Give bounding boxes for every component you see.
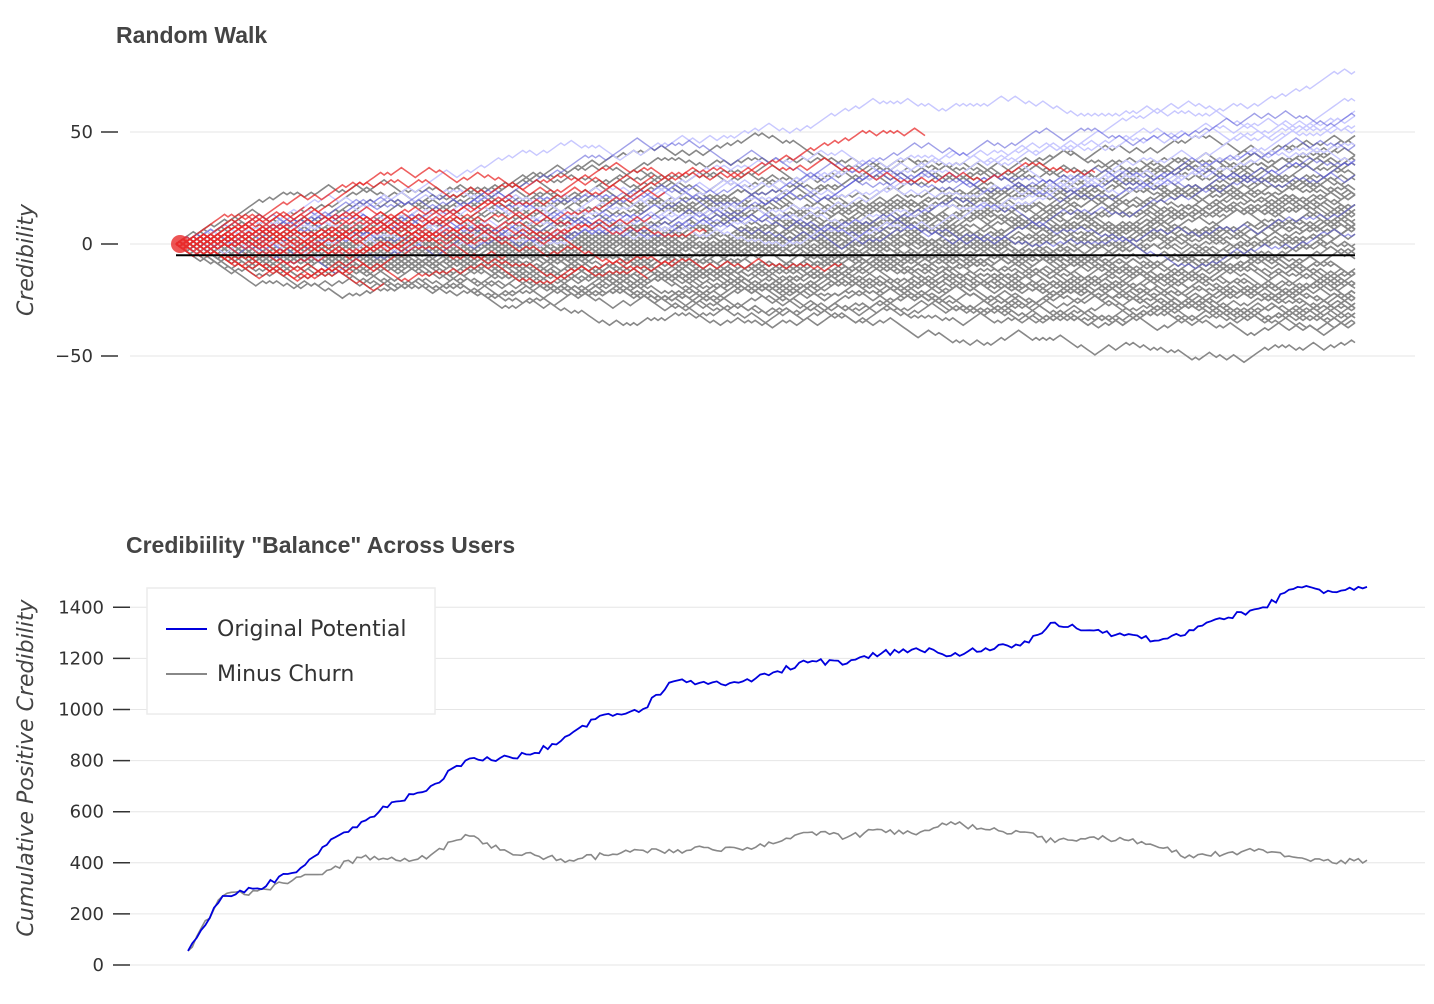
walk-line-gray bbox=[175, 243, 1356, 337]
walk-line-red bbox=[175, 243, 385, 292]
walk-line-red bbox=[175, 156, 1096, 248]
walk-line-gray bbox=[175, 193, 1356, 253]
bottom-tick-label: 1000 bbox=[58, 700, 104, 721]
walk-line-gray bbox=[175, 235, 1356, 297]
random-walk-chart: 50 0 −50 Random Walk Credibility bbox=[14, 22, 1415, 367]
bottom-chart-title: Credibiility "Balance" Across Users bbox=[126, 532, 515, 558]
top-y-axis-label: Credibility bbox=[14, 203, 39, 316]
walk-line-gray bbox=[175, 223, 1356, 282]
walk-line-blue bbox=[175, 156, 1356, 255]
walk-line-gray bbox=[175, 240, 1356, 297]
bottom-tick-label: 400 bbox=[70, 853, 104, 874]
legend-label-original-potential: Original Potential bbox=[217, 617, 406, 642]
bottom-series-lines bbox=[187, 585, 1368, 952]
walk-line-gray bbox=[175, 215, 1356, 300]
walk-line-gray bbox=[175, 201, 1356, 275]
legend-label-minus-churn: Minus Churn bbox=[217, 662, 354, 687]
bottom-tick-label: 200 bbox=[70, 904, 104, 925]
bottom-y-ticks: 1400 1200 1000 800 600 400 200 0 bbox=[58, 597, 130, 976]
bottom-tick-label: 800 bbox=[70, 751, 104, 772]
walk-line-red bbox=[175, 201, 572, 258]
bottom-tick-label: 600 bbox=[70, 802, 104, 823]
walk-line-gray bbox=[175, 243, 1356, 332]
balance-chart: 1400 1200 1000 800 600 400 200 0 Credibiility "… bbox=[14, 532, 1425, 976]
walk-line-blue bbox=[175, 110, 1356, 248]
walk-line-red bbox=[175, 240, 354, 282]
top-y-ticks: 50 0 −50 bbox=[55, 122, 118, 367]
walk-line-red bbox=[175, 193, 513, 245]
top-tick-label: −50 bbox=[55, 346, 93, 367]
bottom-y-axis-label: Cumulative Positive Credibility bbox=[14, 598, 39, 936]
bottom-tick-label: 0 bbox=[93, 955, 104, 976]
walk-line-faint-blue bbox=[175, 110, 1356, 260]
series-line-original-potential bbox=[187, 585, 1368, 952]
walk-line-faint-blue bbox=[175, 97, 1356, 245]
bottom-tick-label: 1400 bbox=[58, 597, 104, 618]
walk-line-red bbox=[175, 235, 506, 280]
top-walk-lines bbox=[171, 68, 1356, 364]
walk-line-gray bbox=[175, 146, 1356, 255]
walk-line-blue bbox=[175, 137, 1356, 245]
legend-box bbox=[146, 587, 436, 715]
top-tick-label: 0 bbox=[82, 234, 93, 255]
walk-line-red bbox=[175, 206, 652, 253]
walk-line-red bbox=[175, 127, 926, 245]
walk-line-gray bbox=[175, 225, 1356, 319]
walk-line-red bbox=[175, 206, 305, 245]
top-chart-title: Random Walk bbox=[116, 22, 267, 48]
legend: Original Potential Minus Churn bbox=[146, 587, 436, 715]
walk-line-gray bbox=[175, 134, 1356, 245]
walk-line-gray bbox=[175, 235, 1356, 329]
series-line-minus-churn bbox=[187, 820, 1368, 952]
walk-origin-cluster bbox=[171, 235, 189, 253]
top-tick-label: 50 bbox=[70, 122, 93, 143]
bottom-tick-label: 1200 bbox=[58, 648, 104, 669]
walk-line-red bbox=[175, 230, 649, 280]
